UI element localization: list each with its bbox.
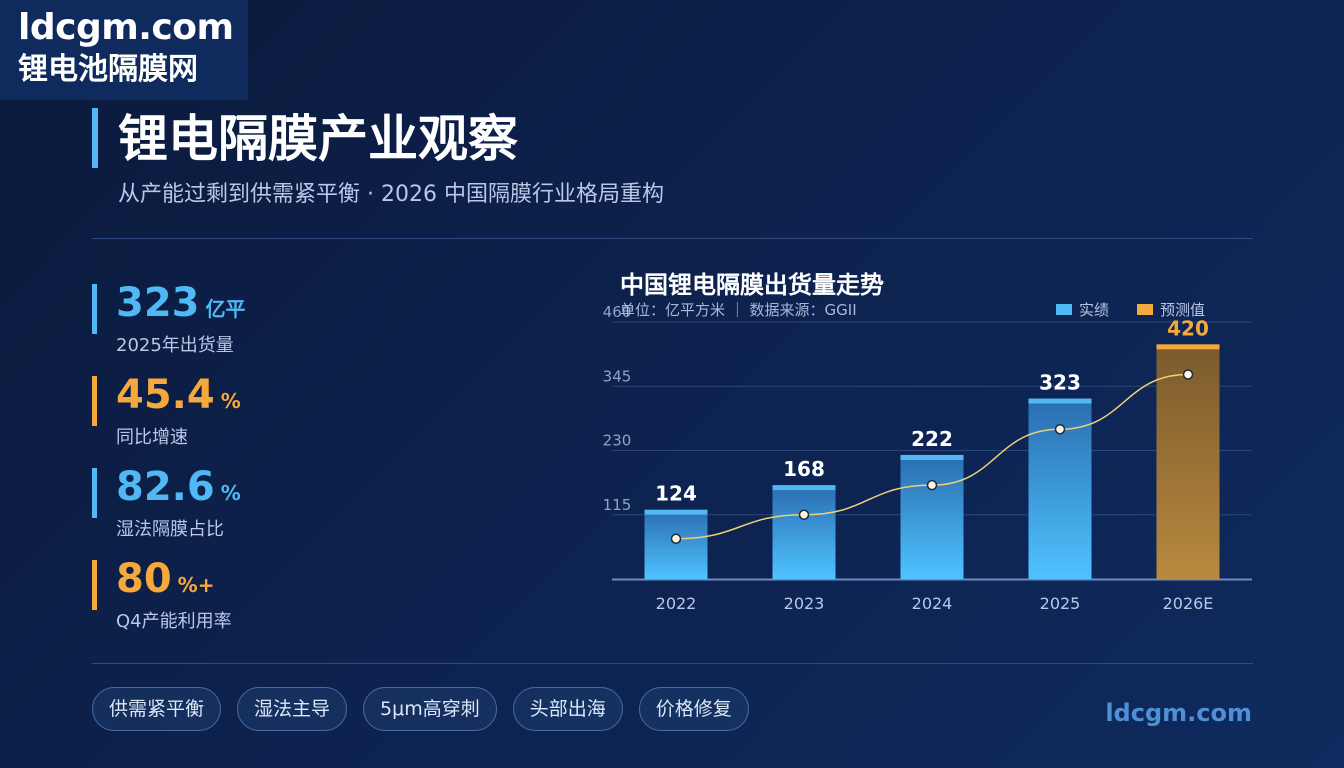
brand-domain: ldcgm.com — [18, 7, 234, 48]
tag-wet-process[interactable]: 湿法主导 — [237, 687, 348, 731]
y-tick-label: 460 — [603, 303, 632, 321]
page-title: 锂电隔膜产业观察 — [118, 110, 518, 168]
legend-swatch-forecast — [1137, 303, 1154, 315]
bar-value-label: 168 — [783, 457, 825, 481]
bar-value-label: 222 — [911, 427, 953, 451]
bar-cap — [1156, 344, 1220, 350]
footer-domain[interactable]: ldcgm.com — [1105, 699, 1252, 727]
tag-supply-demand[interactable]: 供需紧平衡 — [92, 687, 222, 731]
bar-value-label: 124 — [655, 482, 697, 506]
x-tick-label: 2022 — [656, 594, 697, 613]
stat-unit: %+ — [177, 573, 215, 597]
bar-forecast — [1156, 344, 1220, 579]
tag-list: 供需紧平衡 湿法主导 5μm高穿刺 头部出海 价格修复 — [92, 687, 765, 731]
footer-divider — [92, 663, 1253, 664]
tag-overseas[interactable]: 头部出海 — [512, 687, 623, 731]
stat-unit: % — [220, 389, 241, 413]
shipment-bar-chart: 115 230 345 460 124 2022 168 2023 222 2024 323 2025… — [603, 303, 1252, 613]
stat-accent-bar — [92, 560, 97, 610]
stat-number: 82.6 — [116, 464, 215, 510]
legend-label-forecast: 预测值 — [1160, 300, 1206, 319]
bar-cap — [772, 485, 836, 491]
y-tick-label: 230 — [603, 432, 632, 450]
y-tick-label: 345 — [603, 367, 632, 385]
stat-label: 湿法隔膜占比 — [116, 519, 224, 540]
stat-value: 80 %+ — [116, 554, 214, 610]
stat-value: 45.4% — [116, 370, 241, 426]
legend-swatch-actual — [1056, 303, 1072, 315]
stat-accent-bar — [92, 376, 97, 426]
stat-accent-bar — [92, 468, 97, 518]
header-divider — [92, 238, 1253, 239]
page-subtitle: 从产能过剩到供需紧平衡 · 2026 中国隔膜行业格局重构 — [118, 182, 664, 207]
y-tick-label: 115 — [603, 496, 632, 514]
stat-label: 同比增速 — [116, 427, 188, 448]
stat-unit: 亿平 — [205, 297, 246, 321]
brand-name: 锂电池隔膜网 — [18, 52, 198, 87]
chart-subtitle: 单位：亿平方米 ｜ 数据来源：GGII — [620, 301, 857, 319]
bar-value-label: 420 — [1167, 316, 1209, 340]
tag-high-puncture[interactable]: 5μm高穿刺 — [363, 687, 497, 731]
stat-value: 82.6% — [116, 462, 241, 518]
trend-point — [1182, 369, 1194, 380]
trend-point — [798, 509, 810, 520]
stat-label: Q4产能利用率 — [116, 611, 232, 632]
legend-label-actual: 实绩 — [1079, 300, 1110, 319]
stat-label: 2025年出货量 — [116, 335, 234, 356]
trend-point — [670, 533, 682, 545]
bar-value-label: 323 — [1039, 371, 1081, 395]
legend-item-forecast: 预测值 — [1137, 299, 1205, 320]
title-accent-bar — [92, 108, 98, 168]
chart-title: 中国锂电隔膜出货量走势 — [620, 271, 884, 299]
stat-shipment: 323 亿平 2025年出货量 — [92, 280, 392, 356]
bar-actual — [900, 454, 964, 579]
stat-number: 80 — [116, 556, 172, 602]
stat-number: 45.4 — [116, 372, 215, 418]
chart-legend: 实绩 预测值 — [1056, 299, 1205, 319]
stat-number: 323 — [116, 280, 200, 326]
x-tick-label: 2025 — [1040, 594, 1081, 613]
x-tick-label: 2023 — [784, 594, 825, 613]
stat-wet-share: 82.6% 湿法隔膜占比 — [92, 464, 392, 540]
stat-accent-bar — [92, 284, 97, 334]
stat-value: 323 亿平 — [116, 278, 246, 334]
brand-logo: ldcgm.com 锂电池隔膜网 — [0, 0, 248, 100]
legend-item-actual: 实绩 — [1056, 299, 1109, 320]
stat-growth: 45.4% 同比增速 — [92, 372, 392, 448]
x-tick-label: 2026E — [1163, 594, 1214, 613]
tag-price-repair[interactable]: 价格修复 — [638, 687, 749, 731]
stat-utilization: 80 %+ Q4产能利用率 — [92, 556, 392, 632]
bar-actual — [644, 509, 708, 579]
trend-point — [1054, 424, 1066, 435]
bar-cap — [1028, 398, 1092, 404]
bar-actual — [772, 485, 836, 579]
x-tick-label: 2024 — [912, 594, 953, 613]
stat-unit: % — [220, 481, 241, 505]
bar-cap — [900, 454, 964, 460]
bar-cap — [644, 509, 708, 515]
trend-point — [926, 479, 938, 491]
